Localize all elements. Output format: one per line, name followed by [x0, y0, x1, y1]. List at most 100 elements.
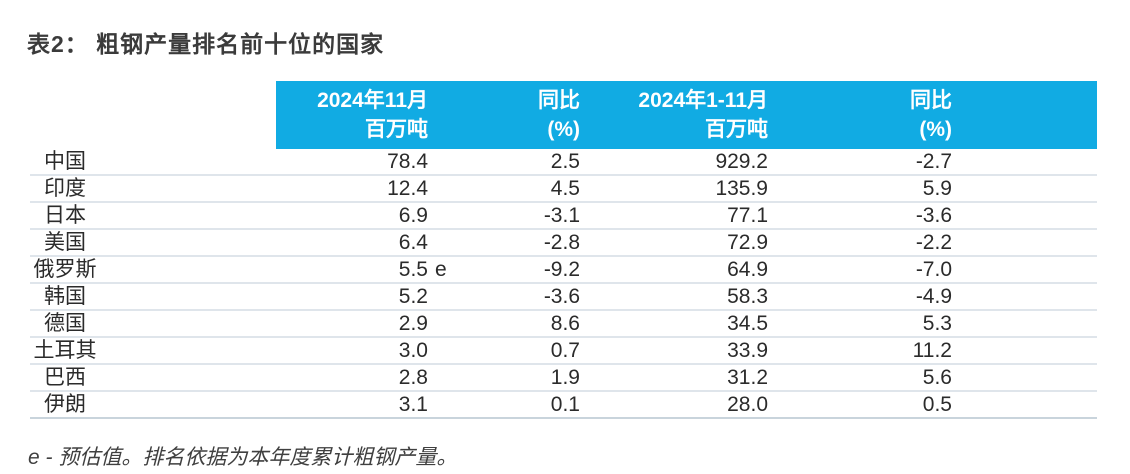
- nov-yoy-cell: -2.8: [436, 229, 588, 257]
- cum-yoy-cell: -7.0: [776, 256, 960, 284]
- header-row: 2024年11月 百万吨 同比 (%) 2024年1-11月 百万吨 同比 (%…: [30, 81, 1097, 149]
- header-filler-cell: [960, 81, 1097, 149]
- filler-cell: [960, 149, 1097, 176]
- cum-cell: 58.3: [588, 283, 776, 311]
- country-cell: 中国: [30, 149, 276, 176]
- nov-value: 2.8: [398, 366, 428, 389]
- country-label: 德国: [44, 312, 86, 335]
- cum-yoy-cell: 0.5: [776, 391, 960, 419]
- cum-yoy-cell: -4.9: [776, 283, 960, 311]
- filler-cell: [960, 202, 1097, 230]
- country-label: 俄罗斯: [33, 258, 97, 281]
- crude-steel-table: 2024年11月 百万吨 同比 (%) 2024年1-11月 百万吨 同比 (%…: [30, 81, 1097, 419]
- nov-cell: 6.9: [276, 202, 436, 230]
- cum-cell: 929.2: [588, 149, 776, 176]
- filler-cell: [960, 391, 1097, 419]
- country-label: 印度: [44, 177, 86, 200]
- country-cell: 德国: [30, 310, 276, 338]
- country-cell: 土耳其: [30, 337, 276, 365]
- cum-yoy-cell: -3.6: [776, 202, 960, 230]
- cum-cell: 135.9: [588, 175, 776, 203]
- filler-cell: [960, 337, 1097, 365]
- header-nov-line1: 2024年11月: [317, 89, 428, 112]
- header-cum-yoy-line1: 同比: [910, 89, 952, 112]
- footnote: e - 预估值。排名依据为本年度累计粗钢产量。: [28, 446, 458, 469]
- nov-cell: 2.9: [276, 310, 436, 338]
- country-label: 日本: [44, 204, 86, 227]
- cum-yoy-cell: 5.9: [776, 175, 960, 203]
- nov-cell: 3.0: [276, 337, 436, 365]
- country-label: 伊朗: [44, 393, 86, 416]
- header-cum-line1: 2024年1-11月: [638, 89, 768, 112]
- country-cell: 巴西: [30, 364, 276, 392]
- table-row: 日本 6.9 -3.1 77.1 -3.6: [30, 202, 1097, 230]
- cum-cell: 34.5: [588, 310, 776, 338]
- country-cell: 伊朗: [30, 391, 276, 419]
- cum-yoy-cell: 11.2: [776, 337, 960, 365]
- cum-cell: 72.9: [588, 229, 776, 257]
- country-label: 韩国: [44, 285, 86, 308]
- table-row: 韩国 5.2 -3.6 58.3 -4.9: [30, 283, 1097, 311]
- nov-value: 5.2: [398, 285, 428, 308]
- table-body: 中国 78.4 2.5 929.2 -2.7 印度 12.4 4.5 135.9…: [30, 149, 1097, 419]
- nov-value: 2.9: [398, 312, 428, 335]
- country-label: 中国: [44, 150, 86, 173]
- country-cell: 美国: [30, 229, 276, 257]
- nov-value: 3.0: [398, 339, 428, 362]
- nov-value: 3.1: [398, 393, 428, 416]
- nov-yoy-cell: 0.1: [436, 391, 588, 419]
- table-title: 表2： 粗钢产量排名前十位的国家: [27, 31, 385, 57]
- table-row: 伊朗 3.1 0.1 28.0 0.5: [30, 391, 1097, 419]
- nov-yoy-cell: 4.5: [436, 175, 588, 203]
- table-row: 印度 12.4 4.5 135.9 5.9: [30, 175, 1097, 203]
- country-label: 巴西: [44, 366, 86, 389]
- nov-cell: 12.4: [276, 175, 436, 203]
- header-nov-yoy-line1: 同比: [538, 89, 580, 112]
- nov-value: 6.9: [398, 204, 428, 227]
- nov-yoy-cell: 8.6: [436, 310, 588, 338]
- table-row: 巴西 2.8 1.9 31.2 5.6: [30, 364, 1097, 392]
- filler-cell: [960, 364, 1097, 392]
- header-nov-line2: 百万吨: [365, 118, 428, 141]
- nov-value: 5.5: [398, 258, 428, 281]
- filler-cell: [960, 256, 1097, 284]
- nov-cell: 78.4: [276, 149, 436, 176]
- nov-cell: 2.8: [276, 364, 436, 392]
- nov-yoy-cell: 0.7: [436, 337, 588, 365]
- header-country-cell: [30, 81, 276, 149]
- country-cell: 韩国: [30, 283, 276, 311]
- table-row: 德国 2.9 8.6 34.5 5.3: [30, 310, 1097, 338]
- cum-yoy-cell: -2.7: [776, 149, 960, 176]
- nov-yoy-cell: -3.1: [436, 202, 588, 230]
- cum-cell: 28.0: [588, 391, 776, 419]
- header-cum-line2: 百万吨: [705, 118, 768, 141]
- cum-yoy-cell: -2.2: [776, 229, 960, 257]
- country-cell: 日本: [30, 202, 276, 230]
- country-cell: 俄罗斯: [30, 256, 276, 284]
- nov-value: 6.4: [398, 231, 428, 254]
- nov-yoy-cell: -3.6: [436, 283, 588, 311]
- table-row: 土耳其 3.0 0.7 33.9 11.2: [30, 337, 1097, 365]
- cum-cell: 77.1: [588, 202, 776, 230]
- header-cum-yoy-cell: 同比 (%): [776, 81, 960, 149]
- table-row: 美国 6.4 -2.8 72.9 -2.2: [30, 229, 1097, 257]
- nov-cell: 3.1: [276, 391, 436, 419]
- nov-cell: 5.2: [276, 283, 436, 311]
- filler-cell: [960, 175, 1097, 203]
- cum-cell: 64.9: [588, 256, 776, 284]
- cum-cell: 31.2: [588, 364, 776, 392]
- nov-cell: 5.5 e: [276, 256, 447, 284]
- table-header: 2024年11月 百万吨 同比 (%) 2024年1-11月 百万吨 同比 (%…: [30, 81, 1097, 149]
- cum-cell: 33.9: [588, 337, 776, 365]
- country-label: 土耳其: [33, 339, 97, 362]
- nov-yoy-cell: 2.5: [436, 149, 588, 176]
- nov-cell: 6.4: [276, 229, 436, 257]
- country-cell: 印度: [30, 175, 276, 203]
- table-row: 俄罗斯 5.5 e -9.2 64.9 -7.0: [30, 256, 1097, 284]
- cum-yoy-cell: 5.6: [776, 364, 960, 392]
- nov-value: 12.4: [387, 177, 428, 200]
- header-nov-yoy-cell: 同比 (%): [436, 81, 588, 149]
- header-nov-cell: 2024年11月 百万吨: [276, 81, 436, 149]
- filler-cell: [960, 229, 1097, 257]
